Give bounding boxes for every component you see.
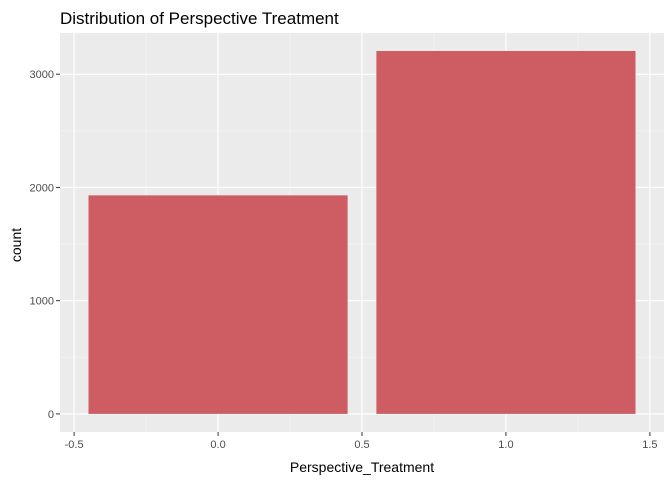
y-tick-label: 3000 (30, 69, 54, 81)
x-tick-label: 0.0 (210, 439, 225, 451)
x-tick-label: 1.5 (642, 439, 657, 451)
x-tick-label: -0.5 (65, 439, 84, 451)
chart-title: Distribution of Perspective Treatment (60, 9, 339, 28)
bar-0 (88, 195, 348, 414)
bar-1 (376, 51, 636, 414)
y-axis: 0 1000 2000 3000 (30, 69, 60, 421)
x-axis: -0.5 0.0 0.5 1.0 1.5 (65, 432, 658, 451)
y-axis-title: count (8, 228, 24, 262)
y-tick-label: 2000 (30, 182, 54, 194)
x-axis-title: Perspective_Treatment (290, 459, 434, 475)
y-tick-label: 0 (48, 409, 54, 421)
x-tick-label: 0.5 (354, 439, 369, 451)
x-tick-label: 1.0 (498, 439, 513, 451)
bars (88, 51, 636, 414)
y-tick-label: 1000 (30, 296, 54, 308)
